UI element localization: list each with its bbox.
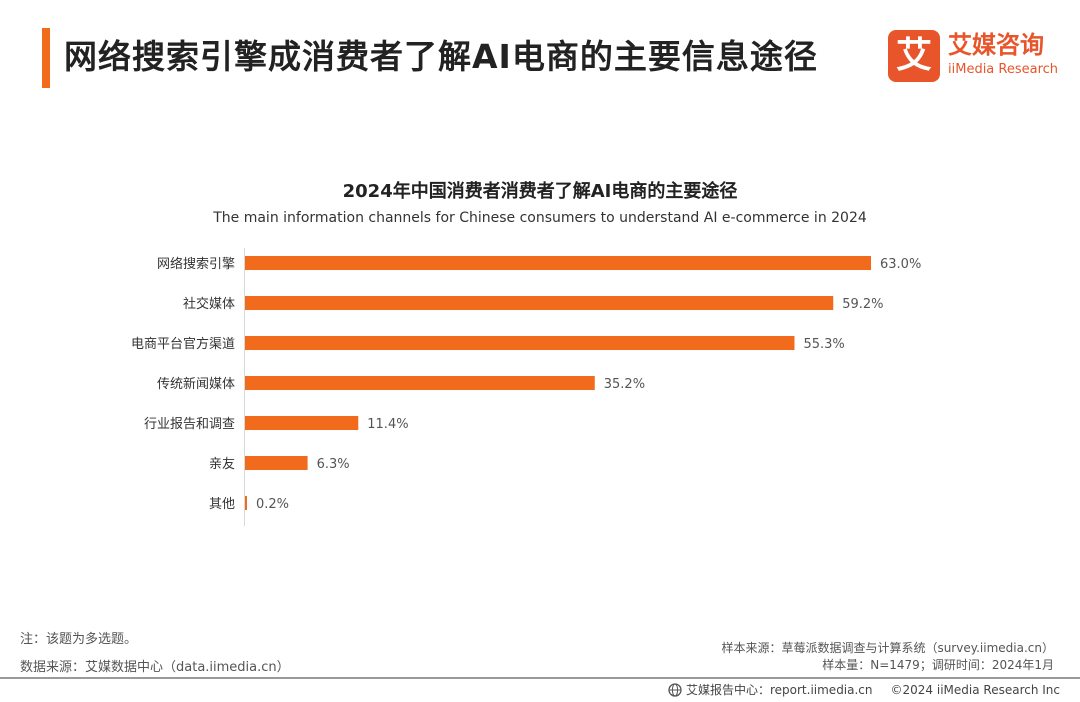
bar: [245, 336, 795, 350]
value-label: 59.2%: [842, 297, 883, 312]
footer-divider: [0, 677, 1080, 679]
category-label: 社交媒体: [183, 296, 235, 312]
value-label: 0.2%: [256, 497, 289, 512]
copyright-text: ©2024 iiMedia Research Inc: [890, 682, 1060, 697]
bar: [245, 256, 871, 270]
data-source: 数据来源：艾媒数据中心（data.iimedia.cn）: [20, 660, 290, 675]
chart-title: 2024年中国消费者消费者了解AI电商的主要途径: [342, 181, 738, 202]
value-label: 55.3%: [803, 337, 844, 352]
logo-name: 艾媒咨询: [948, 31, 1044, 59]
category-label: 电商平台官方渠道: [131, 336, 235, 352]
bar: [245, 456, 308, 470]
chart-subtitle: The main information channels for Chines…: [213, 210, 867, 226]
category-label: 传统新闻媒体: [157, 376, 235, 392]
bar-chart: 网络搜索引擎 63.0% 社交媒体 59.2% 电商平台官方渠道 55.3% 传统新闻媒体 3…: [131, 248, 921, 526]
value-label: 35.2%: [604, 377, 645, 392]
category-label: 网络搜索引擎: [157, 256, 235, 272]
bar: [245, 376, 595, 390]
bar: [245, 416, 359, 430]
logo-subtitle: iiMedia Research: [948, 62, 1059, 77]
category-label: 行业报告和调查: [144, 417, 235, 432]
bar: [245, 296, 834, 310]
sample-source: 样本来源：草莓派数据调查与计算系统（survey.iimedia.cn）: [721, 641, 1054, 655]
report-center-link[interactable]: 艾媒报告中心：report.iimedia.cn: [685, 683, 873, 697]
value-label: 6.3%: [317, 457, 350, 472]
category-label: 亲友: [209, 456, 235, 472]
value-label: 63.0%: [880, 257, 921, 272]
category-label: 其他: [209, 497, 235, 512]
iimedia-logo: 艾 艾媒咨询 iiMedia Research: [888, 30, 1068, 82]
survey-note: 注：该题为多选题。: [20, 632, 138, 647]
title-accent-bar: [42, 28, 50, 88]
bar: [245, 496, 247, 510]
logo-mark-icon: 艾: [888, 30, 940, 82]
globe-icon: [668, 682, 682, 697]
value-label: 11.4%: [367, 417, 408, 432]
page-title: 网络搜索引擎成消费者了解AI电商的主要信息途径: [64, 37, 818, 76]
sample-size: 样本量：N=1479；调研时间：2024年1月: [822, 658, 1054, 672]
footer: 艾媒报告中心：report.iimedia.cn ©2024 iiMedia R…: [668, 681, 1060, 698]
